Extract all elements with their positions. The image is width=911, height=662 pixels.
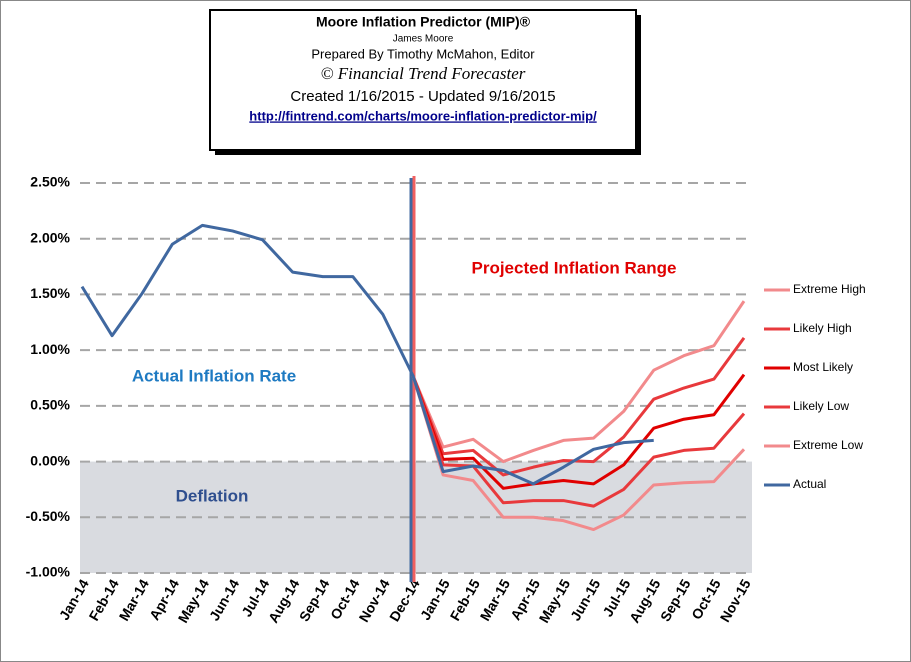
- chart-title: Moore Inflation Predictor (MIP)®: [316, 14, 531, 30]
- y-tick-label: 0.50%: [30, 397, 70, 413]
- y-tick-label: 1.00%: [30, 341, 70, 357]
- y-tick-label: 2.50%: [30, 174, 70, 190]
- legend-label: Likely Low: [793, 399, 849, 413]
- y-tick-label: -1.00%: [26, 564, 71, 580]
- y-tick-label: -0.50%: [26, 508, 71, 524]
- series-line: [411, 300, 746, 464]
- annotation: Actual Inflation Rate: [132, 366, 296, 385]
- y-tick-label: 1.50%: [30, 285, 70, 301]
- y-tick-label: 2.00%: [30, 229, 70, 245]
- series-line: [411, 337, 746, 477]
- legend-label: Likely High: [793, 321, 852, 335]
- y-tick-label: 0.00%: [30, 452, 70, 468]
- credit: © Financial Trend Forecaster: [321, 64, 526, 83]
- title-box: [209, 9, 637, 151]
- legend-label: Extreme High: [793, 282, 866, 296]
- subtitle: James Moore: [393, 34, 454, 45]
- series-line: [411, 373, 746, 490]
- credit: Created 1/16/2015 - Updated 9/16/2015: [290, 88, 555, 105]
- legend-label: Actual: [793, 477, 826, 491]
- annotation: Projected Inflation Range: [472, 258, 677, 277]
- series-line: [80, 223, 654, 486]
- series-line: [411, 375, 746, 532]
- credit: Prepared By Timothy McMahon, Editor: [311, 46, 535, 61]
- legend-label: Most Likely: [793, 360, 853, 374]
- annotation: Deflation: [176, 486, 249, 505]
- link[interactable]: http://fintrend.com/charts/moore-inflati…: [249, 108, 597, 123]
- legend-label: Extreme Low: [793, 438, 863, 452]
